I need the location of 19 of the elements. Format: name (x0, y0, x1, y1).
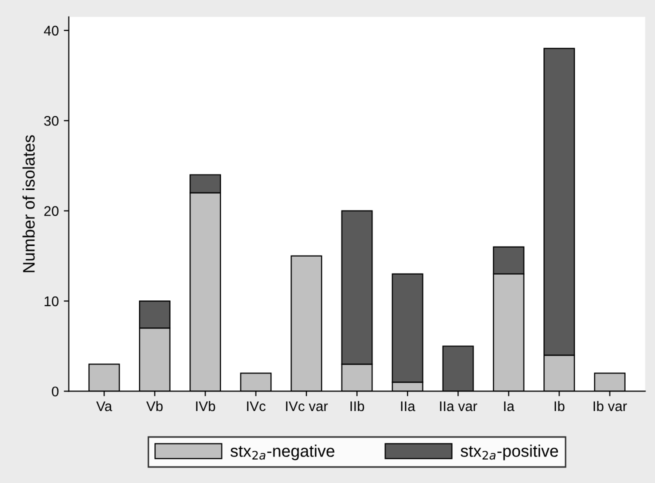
x-tick-label: IVc (247, 401, 266, 412)
x-tick-label: Va (96, 401, 112, 412)
y-tick-label: 10 (44, 296, 59, 306)
y-axis-title: Number of isolates (22, 135, 35, 272)
x-tick-label: IIa var (440, 401, 478, 412)
legend-label: stx$_{2a}$-negative (230, 444, 334, 460)
x-tick-label: Ia (504, 401, 514, 412)
y-tick-label: 30 (44, 116, 59, 126)
x-tick-label: IVb (196, 400, 216, 412)
y-tick-label: 40 (44, 26, 59, 36)
y-tick-label: 0 (52, 386, 59, 396)
x-tick-label: Ib var (594, 400, 627, 412)
y-tick-label: 20 (44, 206, 59, 216)
x-tick-label: IVc var (286, 401, 328, 412)
x-tick-label: IIa (401, 401, 416, 412)
x-tick-label: Ib (554, 400, 564, 412)
legend-label: stx$_{2a}$-positive (460, 444, 558, 460)
x-tick-label: IIb (350, 400, 364, 412)
x-tick-label: Vb (146, 400, 163, 412)
